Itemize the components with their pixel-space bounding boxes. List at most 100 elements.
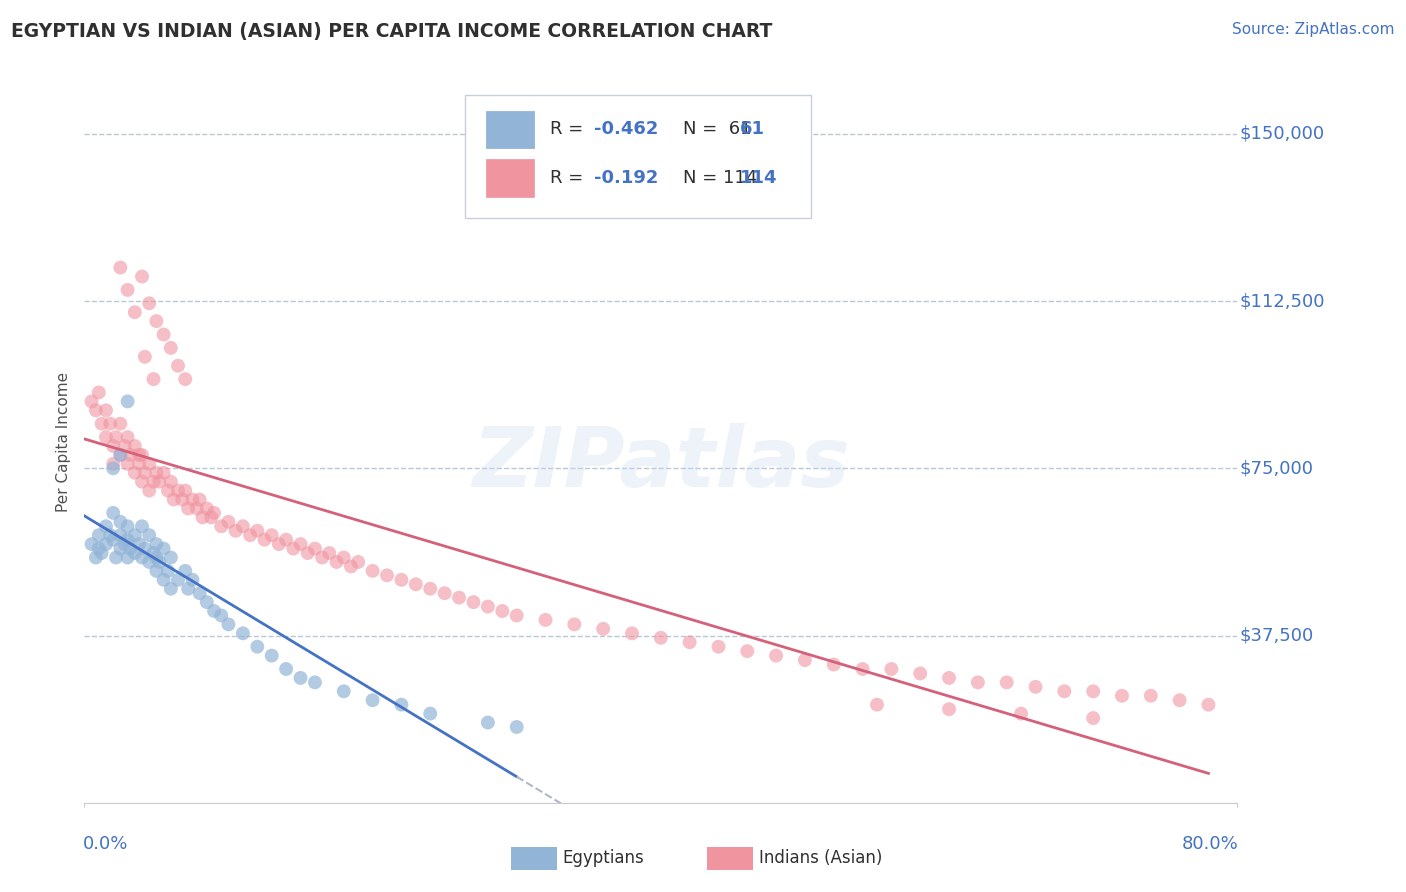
Point bbox=[304, 541, 326, 556]
Point bbox=[1140, 689, 1163, 703]
Point bbox=[134, 350, 156, 364]
Point bbox=[995, 675, 1018, 690]
Point bbox=[145, 537, 167, 551]
Point bbox=[880, 662, 903, 676]
Point bbox=[163, 492, 186, 507]
Point bbox=[852, 662, 875, 676]
Point bbox=[679, 635, 702, 649]
Point bbox=[117, 550, 139, 565]
Text: -0.462: -0.462 bbox=[593, 120, 658, 138]
Point bbox=[120, 448, 142, 462]
Point bbox=[621, 626, 644, 640]
Point bbox=[195, 595, 218, 609]
Point bbox=[209, 608, 232, 623]
Text: $75,000: $75,000 bbox=[1240, 459, 1313, 477]
Point bbox=[823, 657, 845, 672]
Point bbox=[650, 631, 672, 645]
Point bbox=[103, 533, 124, 547]
Point bbox=[156, 564, 179, 578]
Point bbox=[110, 515, 132, 529]
Point bbox=[152, 573, 174, 587]
Point bbox=[938, 671, 960, 685]
Point bbox=[218, 617, 240, 632]
Point bbox=[105, 550, 128, 565]
Point bbox=[145, 466, 167, 480]
Text: $150,000: $150,000 bbox=[1240, 125, 1324, 143]
Point bbox=[340, 559, 363, 574]
Point bbox=[218, 515, 240, 529]
Point bbox=[160, 582, 183, 596]
Point bbox=[84, 550, 107, 565]
Point bbox=[110, 448, 132, 462]
Point bbox=[534, 613, 557, 627]
Point bbox=[181, 492, 204, 507]
Point bbox=[124, 528, 146, 542]
Point bbox=[105, 430, 128, 444]
Point bbox=[260, 648, 283, 663]
Point bbox=[128, 537, 150, 551]
Point bbox=[80, 537, 103, 551]
Point bbox=[134, 541, 156, 556]
Point bbox=[94, 537, 117, 551]
Point bbox=[477, 599, 499, 614]
Point bbox=[172, 492, 194, 507]
Point bbox=[124, 305, 146, 319]
Point bbox=[145, 314, 167, 328]
Point bbox=[152, 466, 174, 480]
Text: Indians (Asian): Indians (Asian) bbox=[759, 849, 882, 867]
Point bbox=[103, 506, 124, 520]
Point bbox=[794, 653, 817, 667]
Point bbox=[938, 702, 960, 716]
Point bbox=[138, 528, 160, 542]
Y-axis label: Per Capita Income: Per Capita Income bbox=[56, 371, 72, 512]
Point bbox=[145, 564, 167, 578]
Point bbox=[491, 604, 513, 618]
Point bbox=[80, 394, 103, 409]
Point bbox=[94, 430, 117, 444]
Point bbox=[160, 550, 183, 565]
Text: N = 114: N = 114 bbox=[683, 169, 756, 186]
Point bbox=[1083, 684, 1105, 698]
Point bbox=[128, 457, 150, 471]
Point bbox=[433, 586, 456, 600]
Point bbox=[1025, 680, 1047, 694]
Point bbox=[131, 519, 153, 533]
Point bbox=[131, 475, 153, 489]
Point bbox=[117, 283, 139, 297]
Text: -0.192: -0.192 bbox=[593, 169, 658, 186]
Point bbox=[117, 457, 139, 471]
Point bbox=[232, 519, 254, 533]
Point bbox=[311, 550, 333, 565]
Point bbox=[138, 483, 160, 498]
Point bbox=[110, 541, 132, 556]
Point bbox=[142, 546, 165, 560]
Point bbox=[391, 573, 413, 587]
Text: ZIPatlas: ZIPatlas bbox=[472, 423, 849, 504]
Point bbox=[114, 537, 136, 551]
Text: EGYPTIAN VS INDIAN (ASIAN) PER CAPITA INCOME CORRELATION CHART: EGYPTIAN VS INDIAN (ASIAN) PER CAPITA IN… bbox=[11, 22, 773, 41]
Point bbox=[128, 448, 150, 462]
Point bbox=[145, 550, 167, 565]
Point bbox=[188, 492, 211, 507]
Text: 61: 61 bbox=[741, 120, 765, 138]
Point bbox=[290, 537, 312, 551]
Point bbox=[138, 555, 160, 569]
Point bbox=[276, 533, 298, 547]
FancyBboxPatch shape bbox=[510, 847, 557, 870]
FancyBboxPatch shape bbox=[707, 847, 754, 870]
Point bbox=[142, 475, 165, 489]
Point bbox=[325, 555, 347, 569]
Point bbox=[1111, 689, 1133, 703]
Point bbox=[1168, 693, 1191, 707]
Point bbox=[477, 715, 499, 730]
Point bbox=[318, 546, 340, 560]
Point bbox=[110, 528, 132, 542]
Point bbox=[117, 430, 139, 444]
Text: N =  61: N = 61 bbox=[683, 120, 751, 138]
Point bbox=[564, 617, 586, 632]
Point bbox=[225, 524, 247, 538]
Text: Egyptians: Egyptians bbox=[562, 849, 644, 867]
Point bbox=[246, 524, 269, 538]
Point bbox=[967, 675, 990, 690]
Point bbox=[131, 550, 153, 565]
